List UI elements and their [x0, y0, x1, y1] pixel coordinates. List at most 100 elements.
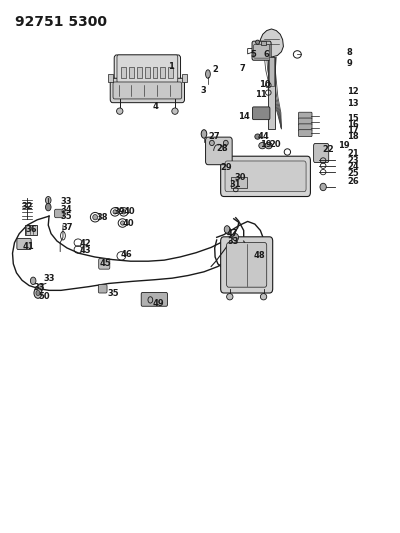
Text: 30: 30 — [235, 173, 246, 182]
Bar — [269, 57, 274, 86]
Text: 12: 12 — [347, 87, 359, 96]
Text: 4: 4 — [152, 102, 158, 111]
Text: 21: 21 — [347, 149, 359, 158]
Text: 40: 40 — [124, 207, 135, 216]
Ellipse shape — [34, 288, 42, 298]
Text: 15: 15 — [347, 114, 359, 123]
Ellipse shape — [93, 215, 98, 220]
FancyBboxPatch shape — [110, 78, 184, 103]
Bar — [145, 67, 150, 78]
Ellipse shape — [259, 142, 266, 149]
Ellipse shape — [120, 221, 124, 225]
Text: 46: 46 — [120, 251, 132, 260]
Text: 48: 48 — [254, 252, 265, 261]
Ellipse shape — [46, 197, 51, 204]
Text: 18: 18 — [347, 132, 358, 141]
Text: 36: 36 — [25, 225, 37, 234]
Ellipse shape — [225, 227, 230, 234]
Text: 33: 33 — [33, 283, 45, 292]
Text: 35: 35 — [60, 212, 72, 221]
Text: 39: 39 — [114, 207, 125, 216]
Ellipse shape — [201, 130, 207, 138]
Text: 8: 8 — [347, 49, 353, 58]
Text: 33: 33 — [227, 237, 238, 246]
Text: 47: 47 — [227, 229, 239, 238]
Text: 33: 33 — [43, 273, 54, 282]
Text: 24: 24 — [347, 163, 359, 171]
Bar — [231, 177, 247, 188]
Bar — [121, 67, 126, 78]
Text: 9: 9 — [347, 60, 353, 68]
FancyBboxPatch shape — [298, 118, 312, 125]
Text: 50: 50 — [38, 292, 50, 301]
Bar — [152, 67, 157, 78]
Text: 6: 6 — [264, 50, 270, 59]
Ellipse shape — [116, 108, 123, 114]
Text: 1: 1 — [168, 62, 174, 70]
FancyBboxPatch shape — [252, 107, 270, 119]
FancyBboxPatch shape — [221, 237, 273, 293]
Text: 33: 33 — [60, 197, 72, 206]
Text: 27: 27 — [208, 132, 220, 141]
Text: 40: 40 — [122, 219, 134, 228]
FancyArrow shape — [108, 74, 113, 82]
Text: 2: 2 — [212, 64, 218, 74]
Ellipse shape — [224, 225, 230, 233]
Text: 49: 49 — [152, 299, 164, 308]
Bar — [160, 67, 165, 78]
FancyBboxPatch shape — [314, 143, 329, 163]
Ellipse shape — [210, 140, 214, 146]
Text: 45: 45 — [100, 260, 112, 268]
FancyBboxPatch shape — [298, 130, 312, 136]
Text: 38: 38 — [97, 213, 108, 222]
Ellipse shape — [36, 290, 40, 296]
Ellipse shape — [233, 233, 238, 241]
Ellipse shape — [38, 284, 43, 292]
Text: 37: 37 — [62, 223, 73, 232]
Text: 28: 28 — [216, 144, 228, 153]
Text: 41: 41 — [22, 243, 34, 252]
Text: 43: 43 — [79, 246, 91, 255]
Bar — [168, 67, 173, 78]
FancyBboxPatch shape — [206, 137, 232, 165]
Text: 7: 7 — [240, 64, 246, 73]
Ellipse shape — [227, 294, 233, 300]
Ellipse shape — [30, 277, 36, 285]
Text: 17: 17 — [347, 126, 358, 135]
Ellipse shape — [256, 40, 260, 44]
Text: 92751 5300: 92751 5300 — [15, 14, 107, 29]
Text: 22: 22 — [322, 146, 334, 155]
Ellipse shape — [46, 204, 51, 211]
Bar — [129, 67, 134, 78]
FancyBboxPatch shape — [298, 124, 312, 131]
FancyBboxPatch shape — [254, 44, 270, 58]
FancyBboxPatch shape — [113, 82, 182, 99]
FancyArrow shape — [182, 74, 187, 82]
FancyBboxPatch shape — [114, 55, 180, 87]
Ellipse shape — [320, 183, 326, 191]
FancyBboxPatch shape — [298, 112, 312, 119]
Text: 44: 44 — [258, 132, 269, 141]
Polygon shape — [260, 29, 284, 57]
Text: 42: 42 — [79, 239, 91, 248]
Text: 11: 11 — [255, 90, 266, 99]
Text: 14: 14 — [238, 112, 250, 122]
Text: 35: 35 — [108, 288, 120, 297]
Text: 34: 34 — [60, 205, 72, 214]
Text: 10: 10 — [259, 80, 270, 89]
FancyBboxPatch shape — [98, 285, 107, 293]
FancyBboxPatch shape — [141, 293, 168, 306]
Text: 29: 29 — [221, 164, 232, 172]
Ellipse shape — [122, 210, 126, 214]
FancyBboxPatch shape — [252, 41, 271, 60]
Bar — [268, 57, 276, 128]
Bar — [261, 41, 266, 45]
FancyBboxPatch shape — [221, 156, 310, 197]
Text: 19: 19 — [260, 140, 272, 149]
Text: 25: 25 — [347, 168, 359, 177]
Text: 23: 23 — [347, 156, 358, 165]
Text: 26: 26 — [347, 177, 359, 186]
Ellipse shape — [172, 108, 178, 114]
FancyBboxPatch shape — [117, 55, 178, 83]
FancyBboxPatch shape — [225, 161, 306, 192]
